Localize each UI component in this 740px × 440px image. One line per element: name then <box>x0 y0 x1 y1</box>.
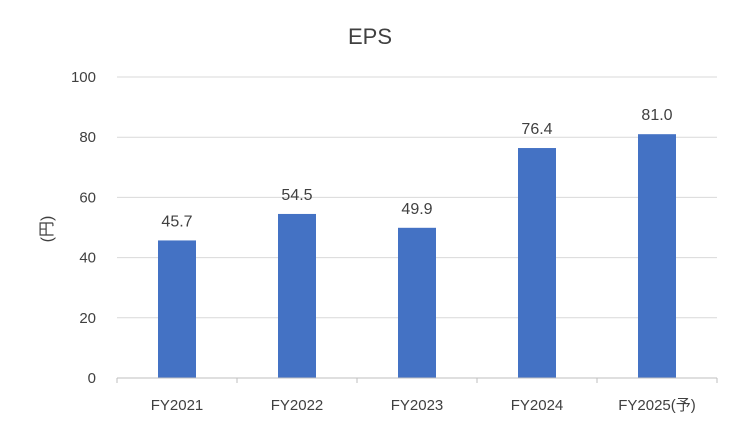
x-category-label: FY2022 <box>271 397 324 414</box>
x-axis-category-labels: FY2021 FY2022 FY2023 FY2024 FY2025(予) <box>116 378 718 414</box>
y-tick-label: 20 <box>79 310 96 327</box>
data-labels: 45.7 54.5 49.9 76.4 81.0 <box>161 107 672 230</box>
y-tick-label: 40 <box>79 250 96 267</box>
data-label: 81.0 <box>641 107 672 124</box>
data-label: 76.4 <box>521 121 552 138</box>
bar-FY2025(予) <box>638 134 676 378</box>
chart-title: EPS <box>348 24 392 49</box>
y-tick-label: 0 <box>88 370 96 387</box>
y-tick-label: 100 <box>71 69 96 86</box>
x-category-label: FY2021 <box>151 397 204 414</box>
x-category-label: FY2025(予) <box>618 397 696 414</box>
data-label: 45.7 <box>161 213 192 230</box>
y-axis-tick-labels: 0 20 40 60 80 100 <box>71 69 96 387</box>
data-label: 54.5 <box>281 187 312 204</box>
bar-FY2021 <box>158 240 196 378</box>
x-category-label: FY2023 <box>391 397 444 414</box>
bars <box>158 134 676 378</box>
bar-FY2023 <box>398 227 436 378</box>
y-tick-label: 80 <box>79 129 96 146</box>
y-axis-title: (円) <box>39 216 56 243</box>
data-label: 49.9 <box>401 201 432 218</box>
y-tick-label: 60 <box>79 189 96 206</box>
bar-FY2024 <box>518 148 556 378</box>
gridlines <box>117 76 717 319</box>
x-category-label: FY2024 <box>511 397 564 414</box>
bar-FY2022 <box>278 213 316 378</box>
